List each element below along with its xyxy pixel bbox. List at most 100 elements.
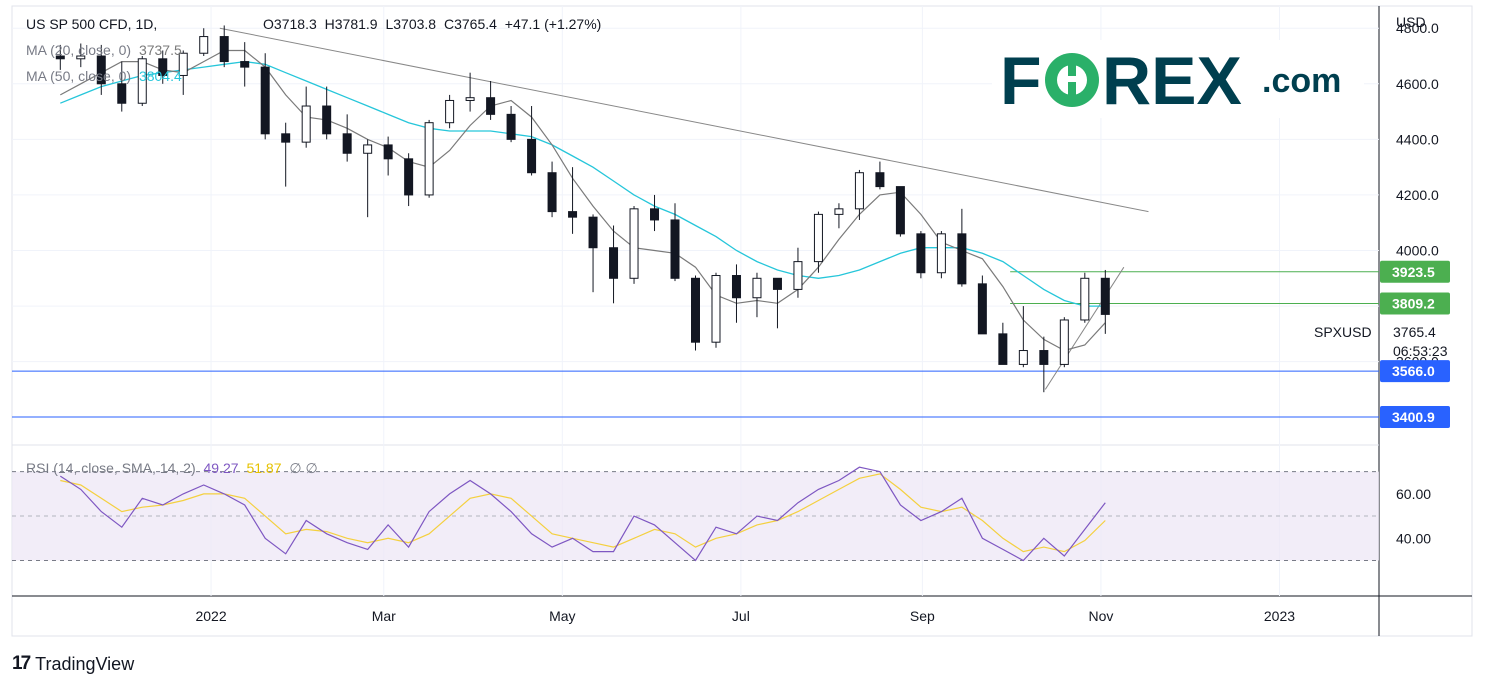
candle-body	[609, 247, 619, 279]
horizontal-levels[interactable]	[12, 271, 1379, 418]
candle-body	[445, 99, 455, 124]
logo-rex: REX	[1102, 43, 1242, 118]
candle-body	[957, 233, 967, 285]
candle-body	[772, 277, 782, 290]
rsi-tick-label: 60.00	[1396, 486, 1431, 502]
time-tick-label: 2023	[1264, 608, 1295, 624]
price-tag: 3923.5	[1380, 260, 1450, 283]
candle-body	[568, 211, 578, 218]
candle	[731, 264, 741, 323]
candle-body	[895, 186, 905, 235]
forex-logo-graphic: F REX .com	[1000, 43, 1341, 119]
candle-body	[670, 219, 680, 279]
candle	[650, 194, 660, 232]
candle	[936, 231, 946, 279]
time-tick-label: Nov	[1088, 608, 1113, 624]
open-value: O3718.3	[263, 16, 317, 32]
time-axis-labels[interactable]: 2022 Mar May Jul Sep Nov 2023	[195, 608, 1295, 624]
candle-body	[916, 233, 926, 274]
candle-body	[117, 83, 127, 104]
candle	[813, 211, 823, 273]
candle-body	[875, 172, 885, 188]
candle	[404, 153, 414, 207]
candle-body	[1100, 277, 1110, 315]
candle	[1018, 306, 1028, 368]
candle	[342, 114, 352, 162]
close-value: C3765.4	[443, 16, 497, 32]
low-value: L3703.8	[385, 16, 437, 32]
candle-body	[260, 66, 270, 135]
candle-body	[424, 122, 434, 196]
candle	[588, 214, 598, 293]
candle	[322, 86, 332, 140]
candle	[854, 169, 864, 220]
candle-body	[178, 52, 188, 76]
candle-body	[465, 97, 475, 101]
chart-border	[11, 5, 1473, 637]
candle-body	[1039, 350, 1049, 365]
ma20-label: MA (20, close, 0)	[26, 42, 132, 58]
rsi-axis-ticks: 60.00 40.00	[1396, 486, 1431, 546]
support-trendline	[1044, 266, 1125, 390]
candle	[117, 61, 127, 112]
candle-body	[342, 133, 352, 154]
candle	[1039, 336, 1049, 393]
candle	[260, 53, 270, 140]
candle	[137, 56, 147, 107]
price-tag-label: 3923.5	[1392, 264, 1435, 280]
candle	[486, 81, 496, 120]
time-tick-label: Sep	[910, 608, 935, 624]
tradingview-label: TradingView	[35, 653, 135, 674]
rsi-extra: ∅ ∅	[289, 460, 318, 476]
price-tick-label: 4800.0	[1396, 20, 1439, 36]
candle-body	[813, 213, 823, 263]
candle	[281, 122, 291, 187]
candle	[506, 106, 516, 143]
ma50-line	[60, 60, 1106, 307]
candle	[301, 86, 311, 148]
candle-body	[322, 105, 332, 135]
candle	[55, 44, 65, 70]
candle-body	[1059, 319, 1069, 365]
price-tick-label: 4400.0	[1396, 131, 1439, 147]
candle	[752, 272, 762, 318]
ma20-legend[interactable]: MA (20, close, 0) 3737.5	[26, 42, 186, 58]
candle-body	[547, 172, 557, 213]
rsi-lines	[59, 466, 1106, 562]
candle	[76, 43, 86, 68]
candle	[916, 231, 926, 279]
countdown-label: 06:53:23	[1393, 343, 1448, 359]
price-tag: 3566.0	[1380, 360, 1450, 383]
candle	[547, 161, 557, 218]
candle	[793, 247, 803, 298]
ma50-label: MA (50, close, 0)	[26, 68, 132, 84]
candle-body	[363, 144, 373, 154]
rsi-line	[59, 466, 1106, 562]
candle-body	[383, 144, 393, 160]
price-tag-bg	[1380, 260, 1450, 283]
rsi-legend[interactable]: RSI (14, close, SMA, 14, 2) 49.27 51.87 …	[26, 460, 322, 477]
symbol-legend[interactable]: US SP 500 CFD, 1D, O3718.3 H3781.9 L3703…	[26, 16, 605, 32]
candle	[998, 322, 1008, 365]
candle	[629, 206, 639, 284]
candles	[55, 25, 1110, 393]
resistance-trendline	[219, 27, 1149, 213]
price-axis-tags[interactable]: 3923.5 3809.2 3566.0 3400.9	[1380, 260, 1450, 428]
candle-body	[588, 216, 598, 249]
candle-body	[629, 208, 639, 279]
candle-body	[55, 55, 65, 60]
candle-body	[1018, 350, 1028, 365]
candle-body	[96, 55, 106, 85]
tradingview-brand[interactable]: 17 TradingView	[12, 653, 134, 675]
ma50-legend[interactable]: MA (50, close, 0) 3804.4	[26, 68, 186, 84]
candle	[834, 203, 844, 229]
rsi-tick-label: 40.00	[1396, 530, 1431, 546]
candle	[875, 161, 885, 190]
candle-body	[854, 172, 864, 210]
candle-body	[650, 208, 660, 221]
candle-body	[691, 277, 700, 343]
currency-label: USD	[1396, 14, 1426, 30]
trendlines[interactable]	[219, 27, 1149, 390]
